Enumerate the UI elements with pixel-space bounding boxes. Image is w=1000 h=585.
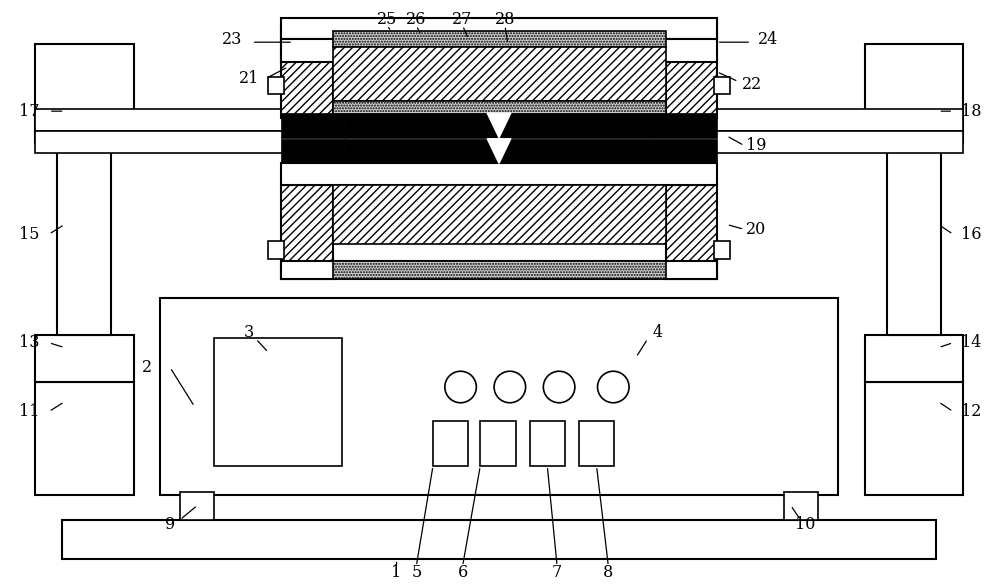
Bar <box>57 143 111 335</box>
Bar <box>887 143 941 335</box>
Text: 12: 12 <box>961 403 981 420</box>
Bar <box>281 39 717 62</box>
Bar <box>433 421 468 466</box>
Text: 21: 21 <box>239 70 259 87</box>
Circle shape <box>445 371 476 402</box>
Bar <box>714 241 730 259</box>
Bar <box>160 298 838 495</box>
Text: 26: 26 <box>406 11 426 28</box>
Text: 23: 23 <box>222 31 242 48</box>
Text: 4: 4 <box>653 324 663 341</box>
Bar <box>653 113 717 137</box>
Text: 16: 16 <box>961 226 981 243</box>
Bar <box>653 139 717 163</box>
Text: 27: 27 <box>452 11 473 28</box>
Text: 17: 17 <box>19 102 39 120</box>
Polygon shape <box>487 139 511 163</box>
Text: 28: 28 <box>495 11 515 28</box>
Bar <box>333 47 666 101</box>
Bar <box>281 139 345 163</box>
Bar <box>268 77 284 94</box>
Bar <box>180 493 214 520</box>
Bar <box>281 25 333 118</box>
Bar <box>214 338 342 466</box>
Circle shape <box>543 371 575 402</box>
Bar <box>666 25 717 118</box>
Text: 3: 3 <box>244 324 254 341</box>
Bar <box>35 131 963 153</box>
Circle shape <box>598 371 629 402</box>
Bar <box>530 421 565 466</box>
Bar <box>35 109 963 131</box>
Bar <box>62 520 936 559</box>
Text: 11: 11 <box>19 403 39 420</box>
Text: 6: 6 <box>457 564 468 581</box>
Circle shape <box>494 371 526 402</box>
Bar <box>35 382 134 495</box>
Bar <box>345 139 653 163</box>
Text: 22: 22 <box>742 76 762 93</box>
Bar <box>480 421 516 466</box>
Bar <box>35 44 134 143</box>
Bar <box>281 163 717 185</box>
Bar <box>784 493 818 520</box>
Text: 7: 7 <box>552 564 562 581</box>
Bar <box>35 335 134 382</box>
Bar <box>865 382 963 495</box>
Bar <box>281 185 333 278</box>
Text: 15: 15 <box>19 226 39 243</box>
Text: 14: 14 <box>961 334 981 351</box>
Text: 25: 25 <box>377 11 397 28</box>
Text: 2: 2 <box>142 359 152 376</box>
Polygon shape <box>487 113 511 137</box>
Bar <box>268 241 284 259</box>
Text: 13: 13 <box>19 334 39 351</box>
Bar <box>333 261 666 278</box>
Bar <box>333 185 666 244</box>
Bar <box>281 18 717 39</box>
Bar <box>281 261 717 278</box>
Text: 20: 20 <box>746 221 766 238</box>
Text: 9: 9 <box>165 517 175 534</box>
Bar <box>345 113 653 137</box>
Bar <box>714 77 730 94</box>
Bar <box>666 185 717 278</box>
Bar <box>333 101 666 118</box>
Text: 24: 24 <box>758 31 778 48</box>
Text: 1: 1 <box>391 564 402 581</box>
Text: 8: 8 <box>603 564 613 581</box>
Bar <box>579 421 614 466</box>
Text: 19: 19 <box>746 137 766 154</box>
Text: 18: 18 <box>961 102 981 120</box>
Bar <box>281 113 345 137</box>
Text: 5: 5 <box>411 564 421 581</box>
Bar <box>865 44 963 143</box>
Bar <box>333 32 666 47</box>
Bar <box>865 335 963 382</box>
Text: 10: 10 <box>795 517 816 534</box>
